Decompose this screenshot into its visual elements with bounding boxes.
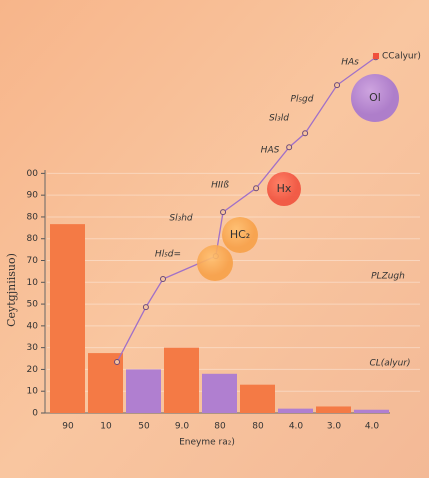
bar — [164, 347, 199, 413]
legend-label: CCalyur) — [382, 52, 421, 62]
line-point — [114, 359, 121, 366]
line-point — [160, 276, 166, 283]
bubble-label: HC₂ — [230, 228, 250, 241]
y-tick-label: 90 — [27, 191, 39, 201]
y-tick-label: 80 — [27, 234, 39, 244]
y-tick-label: 10 — [27, 278, 39, 288]
x-tick-label: 10 — [100, 422, 112, 432]
line-point — [220, 209, 227, 216]
bar — [278, 408, 313, 413]
legend-swatch — [373, 53, 379, 59]
x-axis-title: Eneyme ra₂) — [179, 438, 235, 448]
y-tick-label: 0 — [32, 409, 38, 419]
bubble-label: Hx — [277, 182, 292, 195]
y-tick-label: 80 — [27, 212, 39, 222]
annotation: HIIß — [211, 181, 229, 191]
line-point — [302, 130, 309, 137]
bar — [202, 373, 237, 413]
x-tick-label: 9.0 — [175, 422, 190, 432]
y-tick-label: 30 — [27, 343, 39, 353]
y-tick-label: 00 — [27, 169, 39, 179]
annotation: Hl₅d= — [155, 250, 181, 260]
annotation: Sl₃hd — [169, 214, 193, 224]
annotation: Pl₅gd — [291, 95, 314, 105]
y-axis-title: Ceytgjniisuo) — [5, 253, 18, 327]
annotation: HAS — [261, 146, 280, 156]
bar — [50, 224, 85, 413]
bubble — [267, 172, 301, 206]
bubble-label: Ol — [369, 91, 381, 104]
y-tick-label: 40 — [27, 321, 39, 331]
x-tick-label: 80 — [214, 422, 226, 432]
annotation: CL(alyur) — [369, 359, 410, 369]
bubble — [351, 74, 399, 122]
x-tick-label: 50 — [138, 422, 150, 432]
y-tick-label: 10 — [27, 387, 39, 397]
x-tick-label: 90 — [62, 422, 74, 432]
annotation: Sl₃ld — [269, 114, 289, 124]
bar — [240, 384, 275, 413]
x-tick-label: 4.0 — [365, 422, 380, 432]
bar — [354, 409, 389, 413]
annotation: HAs — [341, 58, 359, 68]
line-point — [253, 185, 260, 192]
y-tick-label: 20 — [27, 365, 39, 375]
line-series — [116, 56, 377, 363]
line-point — [334, 82, 341, 89]
x-tick-label: 3.0 — [327, 422, 342, 432]
bar — [126, 369, 161, 413]
x-tick-label: 4.0 — [289, 422, 304, 432]
x-tick-label: 80 — [252, 422, 264, 432]
annotation: PLZugh — [371, 272, 405, 282]
y-tick-label: 70 — [27, 256, 39, 266]
line-point — [286, 144, 293, 151]
bubble — [222, 217, 258, 253]
bar — [316, 406, 351, 413]
line-point — [142, 304, 149, 311]
bubble — [197, 245, 233, 281]
y-tick-label: 50 — [27, 300, 39, 310]
